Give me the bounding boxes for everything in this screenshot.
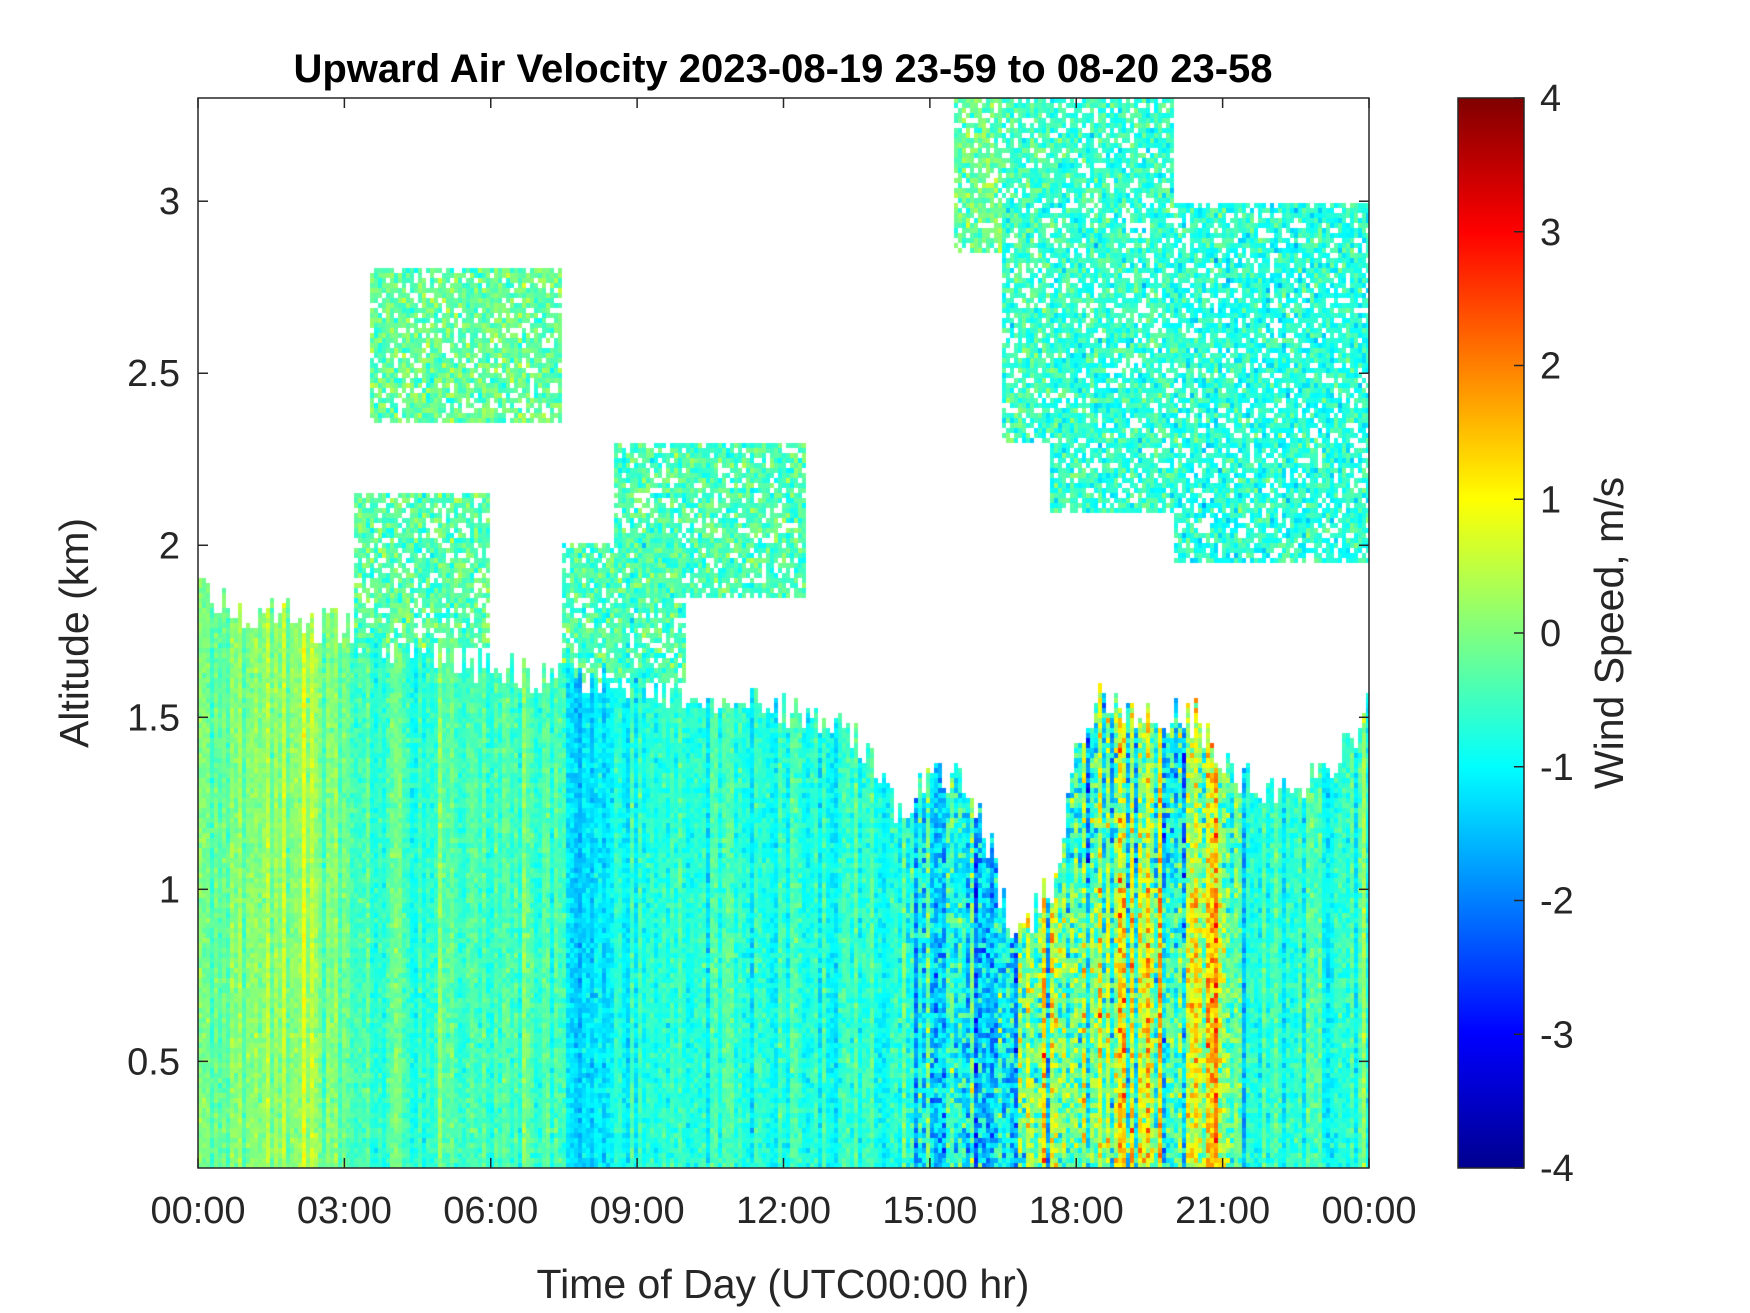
chart-title: Upward Air Velocity 2023-08-19 23-59 to … — [293, 47, 1272, 91]
plot-frame — [197, 97, 1370, 1169]
colorbar-label: Wind Speed, m/s — [1586, 477, 1632, 789]
x-tick-label: 15:00 — [882, 1190, 977, 1232]
y-tick-label: 1 — [159, 869, 180, 911]
y-axis-label: Altitude (km) — [51, 518, 97, 748]
x-axis-label: Time of Day (UTC00:00 hr) — [537, 1261, 1030, 1307]
colorbar-tick-label: 4 — [1540, 78, 1561, 120]
colorbar-tick-label: -3 — [1540, 1014, 1574, 1056]
x-tick-label: 18:00 — [1029, 1190, 1124, 1232]
colorbar-tick-label: 1 — [1540, 479, 1561, 521]
colorbar-tick-label: 2 — [1540, 346, 1561, 388]
y-tick-label: 0.5 — [127, 1041, 180, 1083]
y-tick-label: 2.5 — [127, 353, 180, 395]
x-tick-label: 12:00 — [736, 1190, 831, 1232]
velocity-heatmap — [198, 98, 1369, 1168]
x-tick-label: 21:00 — [1175, 1190, 1270, 1232]
x-tick-label: 00:00 — [150, 1190, 245, 1232]
colorbar-tick-label: 3 — [1540, 212, 1561, 254]
colorbar-tick-label: 0 — [1540, 613, 1561, 655]
y-tick-label: 3 — [159, 181, 180, 223]
y-tick-label: 1.5 — [127, 697, 180, 739]
y-tick-label: 2 — [159, 525, 180, 567]
x-tick-label: 06:00 — [443, 1190, 538, 1232]
x-tick-label: 09:00 — [590, 1190, 685, 1232]
colorbar-tick-label: -1 — [1540, 747, 1574, 789]
colorbar-tick-label: -4 — [1540, 1148, 1574, 1190]
x-tick-label: 00:00 — [1321, 1190, 1416, 1232]
colorbar-tick-label: -2 — [1540, 881, 1574, 923]
x-tick-label: 03:00 — [297, 1190, 392, 1232]
